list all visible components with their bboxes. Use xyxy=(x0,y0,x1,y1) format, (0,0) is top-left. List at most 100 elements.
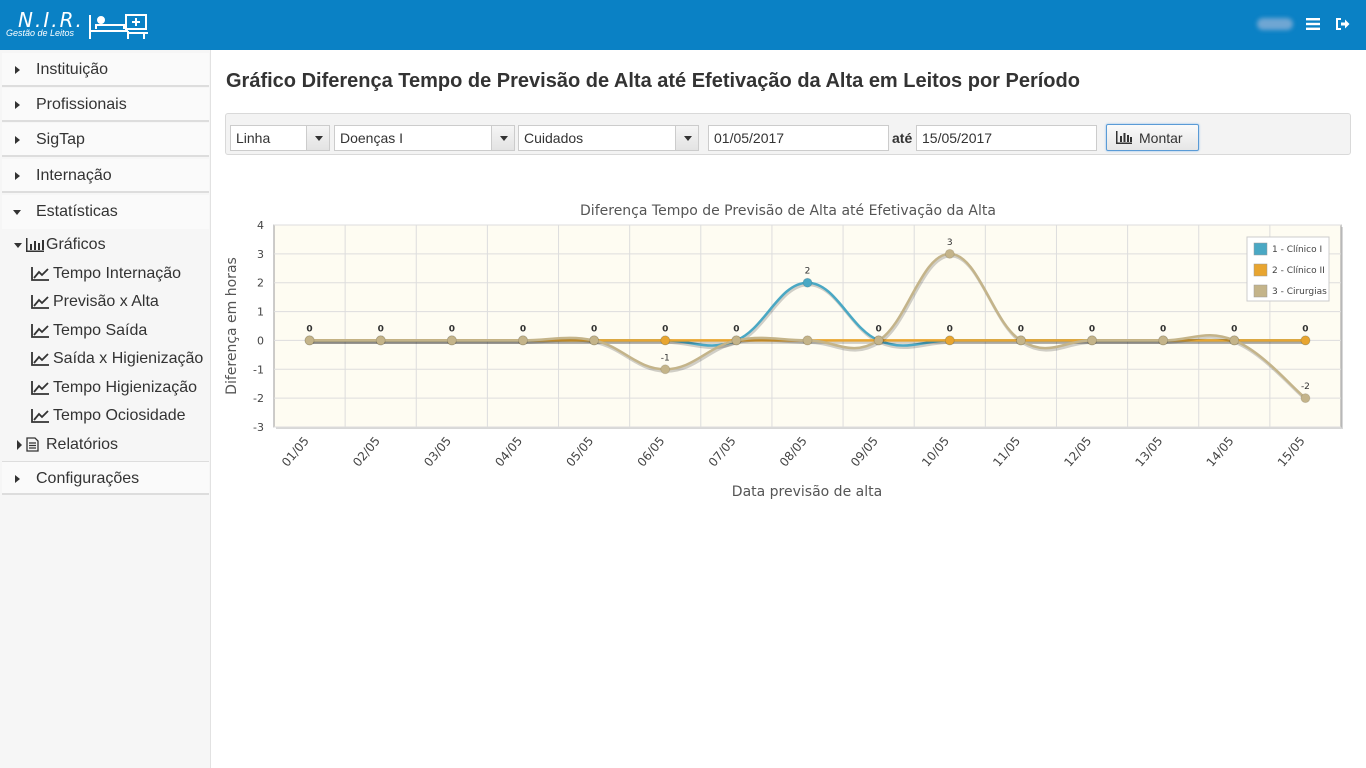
group-select[interactable]: Doenças I xyxy=(334,125,515,151)
hospital-bed-icon xyxy=(89,14,148,39)
x-tick-label: 05/05 xyxy=(563,434,596,469)
graficos-item-label: Tempo Saída xyxy=(53,322,148,339)
line-chart-icon xyxy=(31,267,49,281)
logo-subtitle: Gestão de Leitos xyxy=(6,28,75,38)
y-tick-label: 1 xyxy=(257,306,264,319)
montar-button-label: Montar xyxy=(1139,130,1183,146)
x-tick-label: 15/05 xyxy=(1275,434,1308,469)
sidebar-item-estatisticas[interactable]: Estatísticas xyxy=(2,195,209,229)
data-label: 0 xyxy=(1302,324,1308,334)
graficos-item-label: Tempo Internação xyxy=(53,265,182,282)
data-point xyxy=(660,364,671,375)
caret-right-icon xyxy=(15,172,20,180)
chevron-down-icon[interactable] xyxy=(675,126,698,150)
top-bar: N.I.R. Gestão de Leitos daniel xyxy=(0,0,1366,50)
menu-icon[interactable] xyxy=(1306,17,1320,31)
data-point xyxy=(1158,335,1169,346)
chart-type-select[interactable]: Linha xyxy=(230,125,330,151)
plot-background xyxy=(273,224,1342,428)
data-point xyxy=(1087,335,1098,346)
x-tick-label: 07/05 xyxy=(706,434,739,469)
filter-bar: Linha Doenças I Cuidados 01/05/2017 até … xyxy=(225,113,1351,155)
sidebar-item-label: Configurações xyxy=(36,470,140,487)
user-name[interactable]: daniel xyxy=(1257,18,1293,30)
plot-area xyxy=(273,224,1343,429)
data-point xyxy=(1300,393,1311,404)
x-tick-label: 08/05 xyxy=(777,434,810,469)
data-label: 0 xyxy=(662,324,668,334)
series-line xyxy=(309,252,1307,400)
data-label: 2 xyxy=(805,267,811,277)
montar-button[interactable]: Montar xyxy=(1106,124,1199,151)
data-labels: 0 0 0 0 0 0 -1 0 2 0 0 3 0 0 0 0 0 -2 xyxy=(306,238,1309,392)
data-point xyxy=(1229,335,1240,346)
data-point xyxy=(1015,335,1026,346)
bar-chart-icon xyxy=(26,238,44,252)
x-tick-label: 06/05 xyxy=(635,434,668,469)
data-point xyxy=(873,335,884,346)
data-label: 0 xyxy=(1018,324,1024,334)
sidebar-item-internacao[interactable]: Internação xyxy=(2,159,209,193)
line-chart-icon xyxy=(31,324,49,338)
data-point xyxy=(375,335,386,346)
legend-swatch xyxy=(1253,242,1268,256)
legend-swatch xyxy=(1253,284,1268,298)
x-tick-label: 11/05 xyxy=(990,434,1023,469)
legend[interactable]: 1 - Clínico I 2 - Clínico II 3 - Cirurgias xyxy=(1246,236,1330,302)
data-point xyxy=(802,277,813,288)
caret-right-icon xyxy=(15,101,20,109)
date-to-input[interactable]: 15/05/2017 xyxy=(916,125,1097,151)
line-chart-icon xyxy=(31,381,49,395)
line-chart: Diferença Tempo de Previsão de Alta até … xyxy=(224,203,1343,500)
date-from-input[interactable]: 01/05/2017 xyxy=(708,125,889,151)
data-point xyxy=(589,335,600,346)
y-tick-label: 3 xyxy=(257,248,264,261)
x-tick-label: 12/05 xyxy=(1061,434,1094,469)
sidebar-item-instituicao[interactable]: Instituição xyxy=(2,53,209,87)
x-tick-label: 09/05 xyxy=(848,434,881,469)
line-chart-icon xyxy=(31,409,49,423)
legend-label: 3 - Cirurgias xyxy=(1272,287,1327,297)
data-label: 0 xyxy=(876,324,882,334)
sidebar-item-label: Instituição xyxy=(36,61,109,78)
y-axis-label: Diferença em horas xyxy=(224,257,240,395)
caret-right-icon xyxy=(15,66,20,74)
sidebar-item-sigtap[interactable]: SigTap xyxy=(2,123,209,157)
chevron-down-icon[interactable] xyxy=(306,126,329,150)
data-point xyxy=(944,335,955,346)
data-label: 0 xyxy=(306,324,312,334)
x-tick-label: 14/05 xyxy=(1204,434,1237,469)
data-label: 0 xyxy=(1231,324,1237,334)
data-point xyxy=(802,335,813,346)
logout-icon[interactable] xyxy=(1335,17,1350,31)
graficos-item-label: Tempo Higienização xyxy=(53,379,198,396)
graficos-item-label: Saída x Higienização xyxy=(53,350,204,367)
chart-title: Diferença Tempo de Previsão de Alta até … xyxy=(580,203,996,219)
sidebar-item-profissionais[interactable]: Profissionais xyxy=(2,88,209,122)
select-value: Linha xyxy=(236,130,271,146)
data-point xyxy=(517,335,528,346)
data-point xyxy=(944,248,955,259)
graficos-item-label: Previsão x Alta xyxy=(53,293,159,310)
chevron-down-icon[interactable] xyxy=(491,126,514,150)
document-icon xyxy=(26,437,39,452)
data-point xyxy=(446,335,457,346)
select-value: Doenças I xyxy=(340,130,404,146)
sidebar-item-configuracoes[interactable]: Configurações xyxy=(2,461,209,495)
logo-title: N.I.R. xyxy=(18,8,84,32)
data-label: 0 xyxy=(947,324,953,334)
data-label: 0 xyxy=(520,324,526,334)
legend-swatch xyxy=(1253,263,1268,277)
legend-label: 1 - Clínico I xyxy=(1272,245,1322,255)
sector-select[interactable]: Cuidados xyxy=(518,125,699,151)
data-point xyxy=(731,335,742,346)
x-axis-label: Data previsão de alta xyxy=(732,484,882,500)
caret-right-icon xyxy=(15,475,20,483)
y-tick-label: -1 xyxy=(253,363,264,376)
y-tick-label: 2 xyxy=(257,277,264,290)
y-tick-label: 0 xyxy=(257,334,264,347)
data-point xyxy=(1300,335,1311,346)
sidebar: Instituição Profissionais SigTap Interna… xyxy=(0,50,211,768)
line-chart-icon xyxy=(31,352,49,366)
y-tick-label: -3 xyxy=(253,421,264,434)
